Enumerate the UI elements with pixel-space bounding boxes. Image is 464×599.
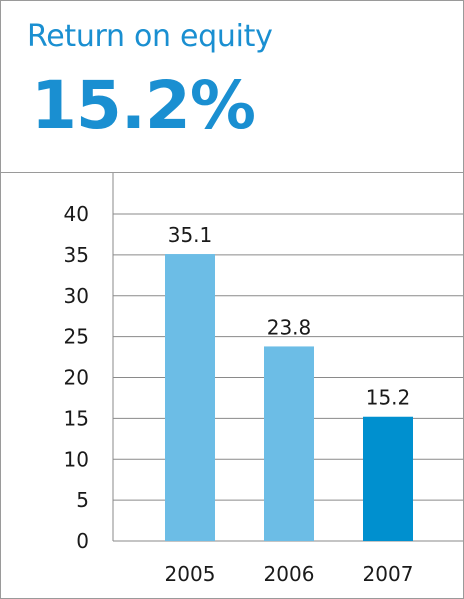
bars bbox=[165, 254, 413, 541]
y-tick-label-10: 10 bbox=[64, 447, 89, 471]
chart-header: Return on equity 15.2% bbox=[1, 1, 463, 173]
x-axis: 2005 2006 2007 bbox=[165, 562, 414, 586]
bar-2007 bbox=[363, 416, 413, 541]
bar-2006 bbox=[264, 346, 314, 541]
y-tick-label-30: 30 bbox=[64, 284, 89, 308]
y-tick-label-20: 20 bbox=[64, 366, 89, 390]
y-axis: 0 5 10 15 20 25 30 35 40 bbox=[64, 202, 89, 553]
x-tick-label-2006: 2006 bbox=[264, 562, 315, 586]
x-tick-label-2007: 2007 bbox=[363, 562, 414, 586]
data-label-2007: 15.2 bbox=[366, 386, 411, 410]
x-tick-label-2005: 2005 bbox=[165, 562, 216, 586]
y-tick-label-0: 0 bbox=[76, 529, 89, 553]
y-tick-label-15: 15 bbox=[64, 406, 89, 430]
headline-value: 15.2% bbox=[31, 67, 256, 144]
chart-title: Return on equity bbox=[27, 19, 273, 54]
bar-2005 bbox=[165, 254, 215, 541]
data-label-2005: 35.1 bbox=[168, 223, 213, 247]
y-tick-label-5: 5 bbox=[76, 488, 89, 512]
y-tick-label-25: 25 bbox=[64, 325, 89, 349]
y-tick-label-40: 40 bbox=[64, 202, 89, 226]
data-labels: 35.1 23.8 15.2 bbox=[168, 223, 411, 410]
y-tick-label-35: 35 bbox=[64, 243, 89, 267]
data-label-2006: 23.8 bbox=[267, 315, 312, 339]
